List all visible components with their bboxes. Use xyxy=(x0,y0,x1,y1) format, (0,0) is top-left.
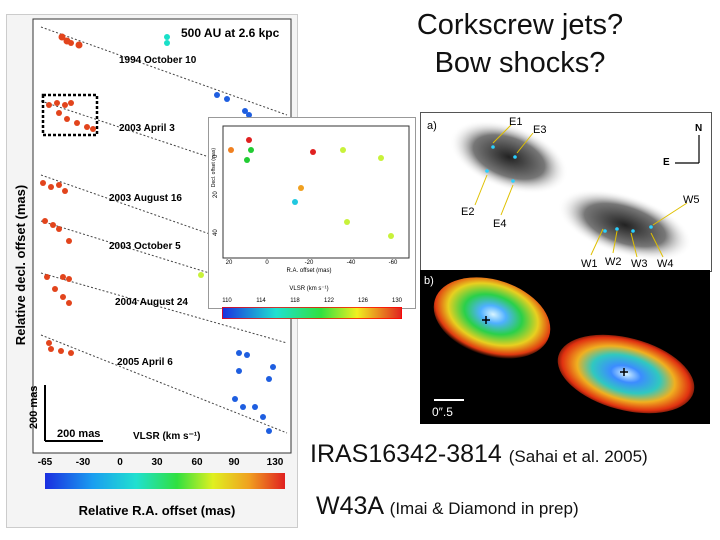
panel-a-label: a) xyxy=(427,120,437,132)
inset-xtick: -40 xyxy=(347,260,356,266)
slide-title: Corkscrew jets? Bow shocks? xyxy=(330,6,710,82)
epoch-label: 2005 April 6 xyxy=(117,357,173,368)
ref2-citation: (Imai & Diamond in prep) xyxy=(389,499,579,518)
inset-ytick: 40 xyxy=(213,229,219,236)
color-image-b-figure: b) 0″.5 xyxy=(424,275,695,419)
colorbar-tick: 90 xyxy=(228,457,240,468)
source-label: E1 xyxy=(509,116,522,128)
title-line-1: Corkscrew jets? xyxy=(416,9,624,41)
scale-bar-h-label: 200 mas xyxy=(57,428,100,440)
colorbar-tick: 0 xyxy=(117,457,123,468)
ref1-source: IRAS16342-3814 xyxy=(310,440,502,468)
inset-figure: 20 0 -20 -40 -60 0 20 40 Decl. offset (m… xyxy=(211,125,410,304)
colorbar-tick: -30 xyxy=(76,457,91,468)
selection-box xyxy=(41,93,99,137)
panel-b-label: b) xyxy=(424,275,434,287)
epoch-label: 2003 October 5 xyxy=(109,241,181,252)
scale-label: 500 AU at 2.6 kpc xyxy=(181,26,280,40)
inset-ytick: 20 xyxy=(213,191,219,198)
inset-colorbar xyxy=(221,306,403,320)
inset-cbar-tick: 114 xyxy=(256,298,266,304)
inset-xtick: -60 xyxy=(389,260,398,266)
source-label: E4 xyxy=(493,218,506,230)
hst-image-a-figure: a) E1 E3 E2 E4 W5 W1 W2 W3 W4 N E xyxy=(427,116,702,270)
inset-cbar-tick: 110 xyxy=(222,298,232,304)
epoch-label: 2003 April 3 xyxy=(119,123,175,134)
source-label: E2 xyxy=(461,206,474,218)
source-label: W4 xyxy=(657,258,674,270)
inset-x-label: R.A. offset (mas) xyxy=(287,268,332,274)
reference-1: IRAS16342-3814 (Sahai et al. 2005) xyxy=(310,440,648,469)
colorbar xyxy=(45,473,285,489)
inset-cbar-tick: 122 xyxy=(324,298,335,304)
inset-xtick: -20 xyxy=(305,260,314,266)
center-marker xyxy=(482,316,628,376)
inset-cbar-tick: 118 xyxy=(290,298,300,304)
source-label: W2 xyxy=(605,256,622,268)
epoch-label: 2004 August 24 xyxy=(115,297,188,308)
inset-colorbar-label: VLSR (km s⁻¹) xyxy=(289,286,328,292)
title-line-2: Bow shocks? xyxy=(434,47,606,79)
compass-north: N xyxy=(695,123,702,134)
hst-image-panel-a: a) E1 E3 E2 E4 W5 W1 W2 W3 W4 N E xyxy=(420,112,712,272)
x-axis-label: Relative R.A. offset (mas) xyxy=(79,503,236,518)
source-label: E3 xyxy=(533,124,546,136)
source-label: W1 xyxy=(581,258,598,270)
inset-xtick: 20 xyxy=(226,260,233,266)
colorbar-tick: 60 xyxy=(191,457,203,468)
inset-zoom-plot: 20 0 -20 -40 -60 0 20 40 Decl. offset (m… xyxy=(208,117,416,309)
inset-cbar-tick: 126 xyxy=(358,298,369,304)
epoch-panel-figure: 500 AU at 2.6 kpc 1994 October 10 2003 A… xyxy=(13,18,292,518)
angular-scale-label: 0″.5 xyxy=(432,405,453,419)
inset-y-label: Decl. offset (mas) xyxy=(211,148,217,187)
source-label: W3 xyxy=(631,258,648,270)
red-maser-spots xyxy=(40,33,96,356)
ref1-citation: (Sahai et al. 2005) xyxy=(508,447,648,466)
inset-cbar-tick: 130 xyxy=(392,298,403,304)
compass-icon xyxy=(675,135,700,164)
colorbar-tick: 130 xyxy=(267,457,284,468)
source-label: W5 xyxy=(683,194,700,206)
epoch-label: 1994 October 10 xyxy=(119,55,197,66)
compass-east: E xyxy=(663,157,670,168)
colorbar-tick: 30 xyxy=(151,457,163,468)
epoch-label: 2003 August 16 xyxy=(109,193,182,204)
colorbar-tick: -65 xyxy=(38,457,53,468)
inset-ytick: 0 xyxy=(213,154,219,158)
blue-maser-spots xyxy=(214,92,276,434)
colorbar-label: VLSR (km s⁻¹) xyxy=(133,431,201,442)
ref2-source: W43A xyxy=(316,492,383,520)
y-axis-label: Relative decl. offset (mas) xyxy=(13,185,28,345)
reference-2: W43A (Imai & Diamond in prep) xyxy=(316,492,579,521)
inset-xtick: 0 xyxy=(265,260,269,266)
color-image-panel-b: b) 0″.5 xyxy=(420,270,710,424)
scale-bar-v-label: 200 mas xyxy=(28,386,40,429)
